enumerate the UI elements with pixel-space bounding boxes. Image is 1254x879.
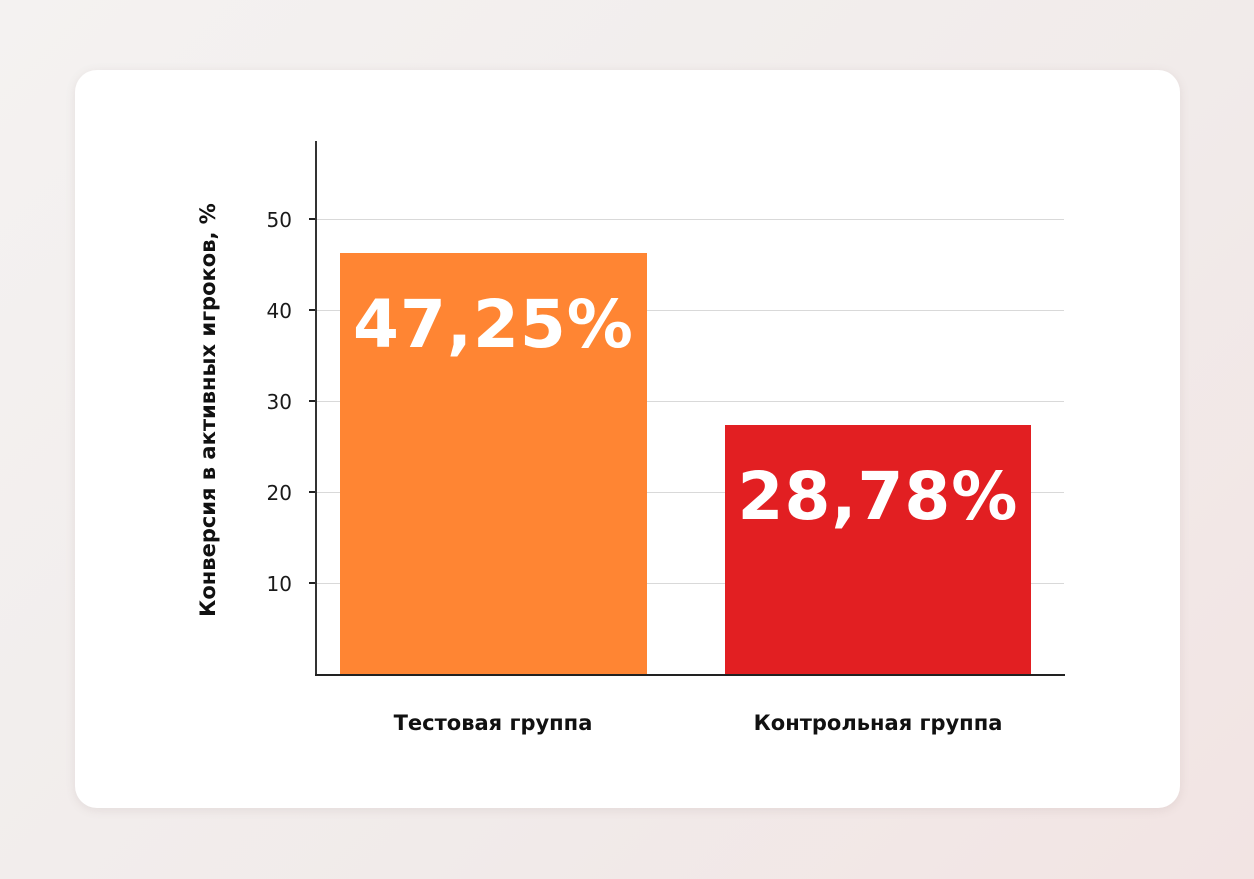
x-label-test-group: Тестовая группа — [393, 711, 593, 735]
y-axis-label: Конверсия в активных игроков, % — [196, 203, 220, 617]
x-label-control-group: Контрольная группа — [753, 711, 1003, 735]
y-tick-label: 40 — [266, 299, 292, 323]
y-tick-label: 30 — [266, 390, 292, 414]
gridline-50 — [316, 219, 1064, 220]
y-tick — [309, 491, 316, 493]
y-tick-label: 20 — [266, 481, 292, 505]
bar-value-label: 28,78% — [737, 458, 1019, 535]
bar-control-group: 28,78% — [725, 425, 1031, 674]
y-tick-label: 10 — [266, 572, 292, 596]
x-axis — [315, 674, 1065, 676]
bar-test-group: 47,25% — [340, 253, 647, 674]
y-tick — [309, 400, 316, 402]
y-tick — [309, 218, 316, 220]
y-tick — [309, 582, 316, 584]
gridline-30 — [316, 401, 1064, 402]
gridline-10 — [316, 583, 1064, 584]
gridline-20 — [316, 492, 1064, 493]
y-tick-label: 50 — [266, 208, 292, 232]
y-axis — [315, 141, 317, 675]
bar-value-label: 47,25% — [353, 286, 634, 363]
gridline-40 — [316, 310, 1064, 311]
y-tick — [309, 309, 316, 311]
